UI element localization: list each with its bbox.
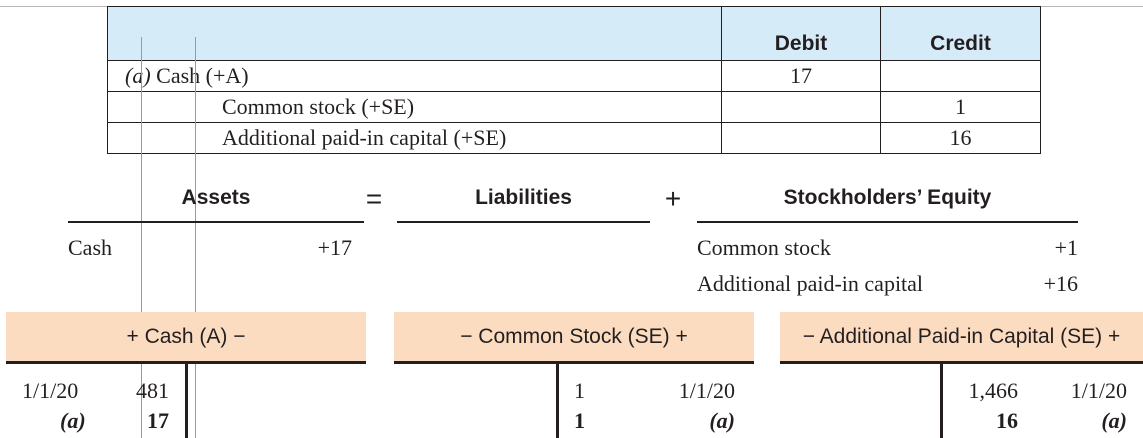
equals-sign: = bbox=[365, 183, 383, 214]
guide-line bbox=[141, 37, 142, 438]
t-account-common-stock-title: − Common Stock (SE) + bbox=[394, 312, 754, 361]
t-account-common-stock-amount: 1 bbox=[574, 408, 585, 433]
plus-sign: + bbox=[664, 183, 682, 214]
liabilities-underline bbox=[397, 221, 650, 223]
journal-row: (a) Cash (+A) 17 bbox=[107, 60, 1041, 92]
journal-account: Additional paid-in capital (+SE) bbox=[107, 122, 722, 154]
t-account-common-stock-label: 1/1/20 bbox=[678, 378, 735, 403]
t-account-cash-title: + Cash (A) − bbox=[6, 312, 366, 361]
entry-ref: (a) bbox=[125, 63, 151, 88]
assets-heading: Assets bbox=[181, 186, 251, 209]
t-account-apic-label: 1/1/20 bbox=[1070, 378, 1127, 403]
t-account-cash-stem bbox=[185, 364, 188, 438]
journal-account: Common stock (+SE) bbox=[107, 91, 722, 123]
equity-amount: +1 bbox=[1054, 235, 1078, 260]
t-account-apic-amount: 16 bbox=[996, 408, 1018, 433]
equity-underline bbox=[697, 221, 1078, 223]
debit-cell: 17 bbox=[721, 60, 881, 92]
equity-heading: Stockholders’ Equity bbox=[783, 186, 992, 209]
credit-header: Credit bbox=[880, 6, 1041, 61]
journal-account: (a) Cash (+A) bbox=[107, 60, 722, 92]
journal-row: Common stock (+SE) 1 bbox=[107, 91, 1041, 123]
debit-cell bbox=[721, 91, 881, 123]
t-account-cash-base bbox=[6, 361, 366, 364]
t-account-apic-base bbox=[780, 361, 1143, 364]
t-account-common-stock-label: (a) bbox=[709, 408, 735, 433]
assets-account: Cash bbox=[68, 235, 112, 260]
assets-underline bbox=[68, 221, 364, 223]
credit-cell: 1 bbox=[880, 91, 1041, 123]
t-account-common-stock-base bbox=[394, 361, 754, 364]
credit-cell: 16 bbox=[880, 122, 1041, 154]
debit-header: Debit bbox=[721, 6, 881, 61]
journal-header-row: Debit Credit bbox=[107, 6, 1041, 61]
account-name: Cash (+A) bbox=[156, 63, 249, 88]
t-account-cash-amount: 481 bbox=[136, 378, 169, 403]
t-account-common-stock-amount: 1 bbox=[574, 378, 585, 403]
journal-entry-table: Debit Credit (a) Cash (+A) 17 Common sto… bbox=[107, 6, 1041, 154]
t-account-apic-stem bbox=[940, 364, 943, 438]
t-account-common-stock-stem bbox=[556, 364, 559, 438]
description-header bbox=[107, 6, 722, 61]
debit-cell bbox=[721, 122, 881, 154]
assets-amount: +17 bbox=[317, 235, 352, 260]
equity-account: Additional paid-in capital bbox=[697, 271, 924, 296]
credit-cell bbox=[880, 60, 1041, 92]
t-account-apic-title: − Additional Paid-in Capital (SE) + bbox=[780, 312, 1143, 361]
journal-row: Additional paid-in capital (+SE) 16 bbox=[107, 122, 1041, 154]
liabilities-heading: Liabilities bbox=[475, 186, 572, 209]
t-account-apic-label: (a) bbox=[1101, 408, 1127, 433]
t-account-apic-amount: 1,466 bbox=[968, 378, 1019, 403]
t-account-cash-label: 1/1/20 bbox=[22, 378, 79, 403]
equity-account: Common stock bbox=[697, 235, 831, 260]
t-account-cash-label: (a) bbox=[60, 408, 86, 433]
guide-line bbox=[195, 37, 196, 438]
t-account-cash-amount: 17 bbox=[147, 408, 169, 433]
equity-amount: +16 bbox=[1043, 271, 1078, 296]
